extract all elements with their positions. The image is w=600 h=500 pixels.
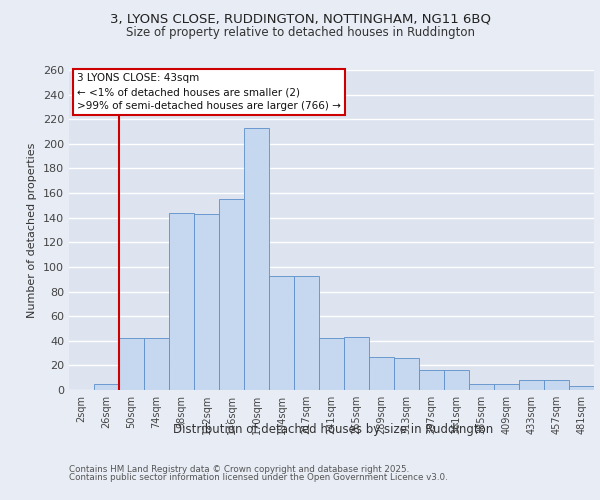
- Text: 3 LYONS CLOSE: 43sqm
← <1% of detached houses are smaller (2)
>99% of semi-detac: 3 LYONS CLOSE: 43sqm ← <1% of detached h…: [77, 73, 341, 111]
- Bar: [394, 358, 419, 390]
- Bar: [319, 338, 344, 390]
- Bar: [494, 384, 519, 390]
- Text: Contains public sector information licensed under the Open Government Licence v3: Contains public sector information licen…: [69, 472, 448, 482]
- Bar: [119, 338, 144, 390]
- Bar: [269, 276, 294, 390]
- Bar: [344, 337, 369, 390]
- Text: 3, LYONS CLOSE, RUDDINGTON, NOTTINGHAM, NG11 6BQ: 3, LYONS CLOSE, RUDDINGTON, NOTTINGHAM, …: [110, 12, 491, 26]
- Bar: [219, 199, 244, 390]
- Bar: [144, 338, 169, 390]
- Y-axis label: Number of detached properties: Number of detached properties: [28, 142, 37, 318]
- Text: Contains HM Land Registry data © Crown copyright and database right 2025.: Contains HM Land Registry data © Crown c…: [69, 465, 409, 474]
- Bar: [419, 370, 444, 390]
- Bar: [469, 384, 494, 390]
- Bar: [244, 128, 269, 390]
- Text: Size of property relative to detached houses in Ruddington: Size of property relative to detached ho…: [125, 26, 475, 39]
- Bar: [294, 276, 319, 390]
- Bar: [519, 380, 544, 390]
- Bar: [169, 213, 194, 390]
- Bar: [94, 384, 119, 390]
- Bar: [544, 380, 569, 390]
- Text: Distribution of detached houses by size in Ruddington: Distribution of detached houses by size …: [173, 422, 493, 436]
- Bar: [569, 386, 594, 390]
- Bar: [194, 214, 219, 390]
- Bar: [444, 370, 469, 390]
- Bar: [369, 357, 394, 390]
